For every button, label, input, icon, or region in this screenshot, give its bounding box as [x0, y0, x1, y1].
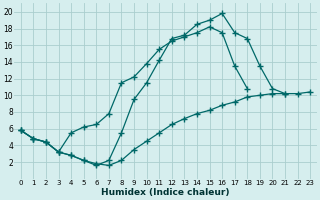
X-axis label: Humidex (Indice chaleur): Humidex (Indice chaleur) [101, 188, 230, 197]
